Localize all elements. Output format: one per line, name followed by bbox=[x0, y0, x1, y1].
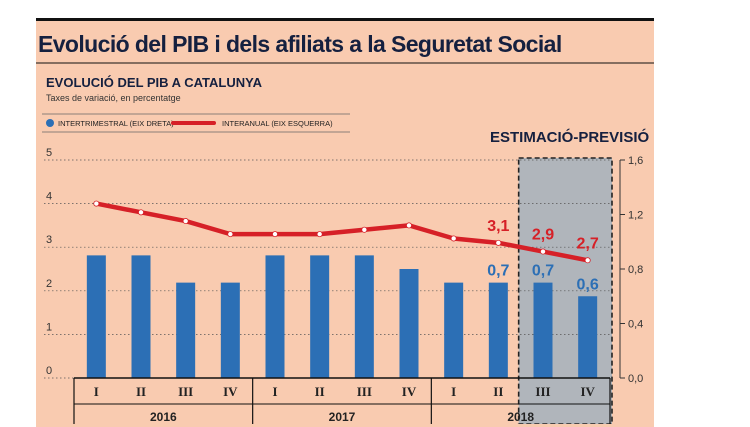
category-label: IV bbox=[402, 384, 417, 399]
year-label: 2017 bbox=[329, 410, 356, 424]
bar bbox=[131, 255, 151, 378]
bar bbox=[399, 269, 419, 378]
bar-series bbox=[86, 255, 598, 378]
category-label: I bbox=[94, 384, 99, 399]
left-tick-label: 4 bbox=[46, 191, 52, 203]
right-tick-label: 0,8 bbox=[628, 264, 643, 276]
right-tick-label: 1,6 bbox=[628, 155, 643, 167]
line-point bbox=[361, 226, 368, 233]
line-series bbox=[93, 200, 591, 264]
line-point bbox=[405, 222, 412, 229]
right-tick-label: 0,0 bbox=[628, 373, 643, 385]
legend-line-label: INTERANUAL (EIX ESQUERRA) bbox=[222, 119, 333, 128]
line-data-label: 2,9 bbox=[532, 227, 554, 244]
category-label: II bbox=[136, 384, 146, 399]
bar-data-label: 0,7 bbox=[487, 263, 509, 280]
line-data-label: 3,1 bbox=[487, 218, 509, 235]
line-point bbox=[495, 239, 502, 246]
category-label: II bbox=[493, 384, 503, 399]
line-point bbox=[450, 235, 457, 242]
bar bbox=[488, 282, 508, 378]
line-point bbox=[137, 209, 144, 216]
category-label: III bbox=[535, 384, 550, 399]
line-point bbox=[227, 231, 234, 238]
line-point bbox=[271, 231, 278, 238]
bar bbox=[533, 282, 553, 378]
series-line bbox=[94, 201, 590, 263]
category-label: III bbox=[178, 384, 193, 399]
category-label: II bbox=[315, 384, 325, 399]
bar bbox=[354, 255, 374, 378]
legend-bar-label: INTERTRIMESTRAL (EIX DRETA) bbox=[58, 119, 174, 128]
bar bbox=[444, 282, 464, 378]
bar bbox=[220, 282, 240, 378]
bar bbox=[265, 255, 285, 378]
category-label: III bbox=[357, 384, 372, 399]
left-tick-label: 0 bbox=[46, 365, 52, 377]
bar bbox=[86, 255, 106, 378]
category-label: I bbox=[272, 384, 277, 399]
bar-data-label: 0,7 bbox=[532, 263, 554, 280]
chart-main-title: Evolució del PIB i dels afiliats a la Se… bbox=[38, 31, 562, 57]
bar bbox=[310, 255, 330, 378]
bar bbox=[578, 296, 598, 378]
chart-subtitle: EVOLUCIÓ DEL PIB A CATALUNYA bbox=[46, 75, 263, 90]
bar-data-label: 0,6 bbox=[577, 276, 599, 293]
line-point bbox=[182, 218, 189, 225]
line-point bbox=[93, 200, 100, 207]
line-point bbox=[540, 248, 547, 255]
category-label: IV bbox=[580, 384, 595, 399]
left-tick-label: 1 bbox=[46, 321, 52, 333]
right-tick-label: 1,2 bbox=[628, 210, 643, 222]
line-point bbox=[316, 231, 323, 238]
right-axis: 0,0 0,4 0,8 1,2 1,6 bbox=[619, 155, 643, 385]
bar bbox=[176, 282, 196, 378]
left-tick-label: 5 bbox=[46, 147, 52, 159]
category-label: IV bbox=[223, 384, 238, 399]
chart-caption: Taxes de variació, en percentatge bbox=[46, 93, 181, 103]
line-data-label: 2,7 bbox=[577, 235, 599, 252]
left-tick-label: 3 bbox=[46, 234, 52, 246]
legend-bar-swatch bbox=[46, 119, 54, 127]
line-point bbox=[584, 257, 591, 264]
category-label: I bbox=[451, 384, 456, 399]
left-tick-label: 2 bbox=[46, 278, 52, 290]
year-label: 2018 bbox=[507, 410, 534, 424]
estimate-label: ESTIMACIÓ-PREVISIÓ bbox=[490, 128, 650, 146]
data-labels: 3,1 2,9 2,7 0,7 0,7 0,6 bbox=[487, 218, 599, 293]
left-axis: 0 1 2 3 4 5 bbox=[46, 147, 52, 377]
year-label: 2016 bbox=[150, 410, 177, 424]
right-tick-label: 0,4 bbox=[628, 319, 643, 331]
